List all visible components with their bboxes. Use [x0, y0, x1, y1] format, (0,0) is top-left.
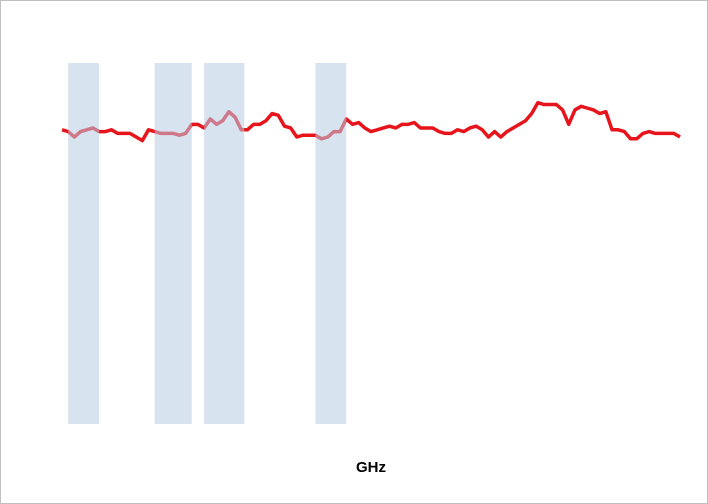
highlight-band: [154, 63, 192, 424]
x-axis-label: GHz: [356, 459, 386, 476]
highlight-band: [315, 63, 347, 424]
highlight-band: [68, 63, 100, 424]
highlight-band: [204, 63, 245, 424]
